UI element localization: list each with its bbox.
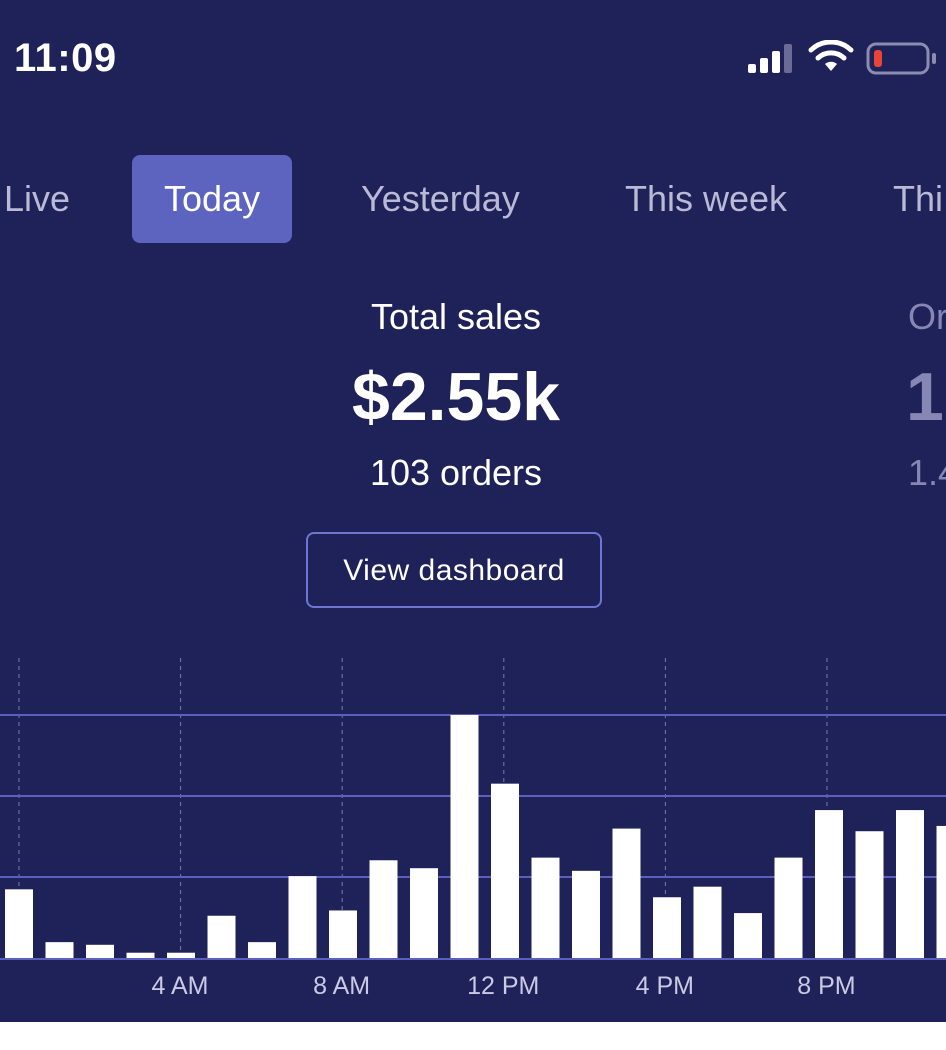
sales-bar-chart: 4 AM 8 AM 12 PM 4 PM 8 PM [0,658,946,1000]
x-axis-tick-label: 4 PM [636,972,694,1000]
orders-value-partial: 1 [906,359,944,435]
sales-bar [45,942,74,958]
sales-bar [126,952,155,958]
x-axis-tick-label: 8 PM [797,972,855,1000]
sales-bar [693,886,722,958]
sales-bar [410,868,438,958]
tab-today[interactable]: Today [132,155,293,243]
sales-bar [531,857,560,958]
x-axis-tick-label: 8 AM [313,972,370,1000]
x-axis-tick-label: 12 PM [467,972,539,1000]
orders-label-partial: Or [908,296,946,337]
cellular-signal-icon [748,44,792,73]
sales-bar [207,915,236,958]
sales-bar [491,783,519,958]
sales-bar [450,715,479,958]
sales-bar [329,910,357,958]
tab-live[interactable]: Live [4,178,71,219]
total-sales-value: $2.55k [352,359,560,435]
sales-bar [734,913,762,958]
sales-bar [248,942,276,958]
sales-bar [167,952,195,958]
sales-bar [653,897,681,958]
sales-bar [369,860,398,958]
battery-low-icon [866,42,936,75]
tab-this-month-partial[interactable]: Thi [893,178,944,219]
wifi-icon [808,40,854,71]
total-sales-label: Total sales [370,296,542,337]
tab-yesterday[interactable]: Yesterday [361,178,520,219]
sales-bar [896,810,924,958]
orders-sub-partial: 1.4 [908,452,946,493]
sales-bar [86,944,114,958]
sales-bar [855,831,884,958]
sales-bar [572,870,600,958]
x-axis-tick-label: 4 AM [152,972,209,1000]
tab-this-week[interactable]: This week [625,178,788,219]
app-screen: 11:09 Live Today Yesterday This week Thi… [0,0,946,1022]
sales-bar [936,825,946,958]
view-dashboard-button[interactable]: View dashboard [306,532,602,608]
sales-bar [288,876,317,958]
status-time: 11:09 [14,36,117,80]
sales-bar [774,857,803,958]
total-orders-count: 103 orders [369,452,543,493]
sales-bar [612,828,641,958]
sales-bar [815,810,843,958]
sales-bar [5,889,33,958]
